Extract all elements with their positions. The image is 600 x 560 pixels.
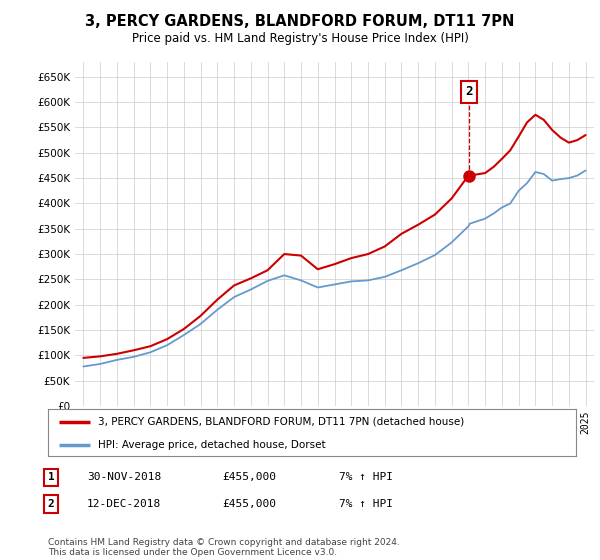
Text: 12-DEC-2018: 12-DEC-2018 [87, 499, 161, 509]
Text: Contains HM Land Registry data © Crown copyright and database right 2024.
This d: Contains HM Land Registry data © Crown c… [48, 538, 400, 557]
Text: £455,000: £455,000 [222, 499, 276, 509]
Text: 1: 1 [47, 472, 55, 482]
Text: HPI: Average price, detached house, Dorset: HPI: Average price, detached house, Dors… [98, 440, 326, 450]
Text: 2: 2 [47, 499, 55, 509]
Text: 3, PERCY GARDENS, BLANDFORD FORUM, DT11 7PN (detached house): 3, PERCY GARDENS, BLANDFORD FORUM, DT11 … [98, 417, 464, 427]
Text: 7% ↑ HPI: 7% ↑ HPI [339, 472, 393, 482]
Text: 3, PERCY GARDENS, BLANDFORD FORUM, DT11 7PN: 3, PERCY GARDENS, BLANDFORD FORUM, DT11 … [85, 14, 515, 29]
Text: Price paid vs. HM Land Registry's House Price Index (HPI): Price paid vs. HM Land Registry's House … [131, 32, 469, 45]
Text: 2: 2 [466, 86, 473, 99]
Text: 7% ↑ HPI: 7% ↑ HPI [339, 499, 393, 509]
Text: £455,000: £455,000 [222, 472, 276, 482]
Text: 30-NOV-2018: 30-NOV-2018 [87, 472, 161, 482]
